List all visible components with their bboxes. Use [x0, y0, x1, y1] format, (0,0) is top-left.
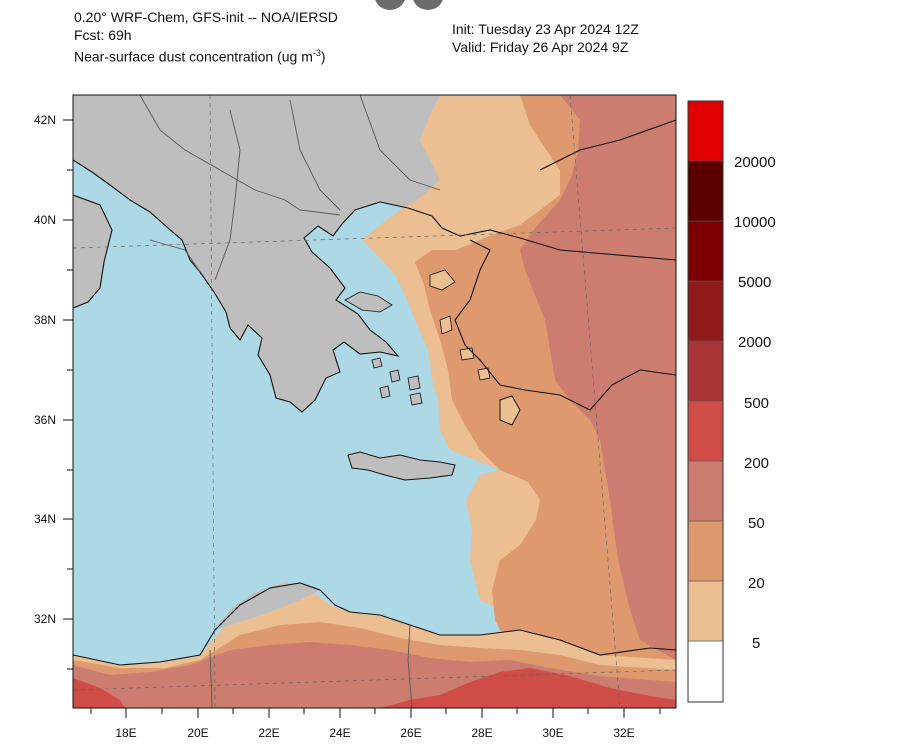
lon-label-26e: 26E [400, 726, 421, 740]
colorbar-label: 2000 [738, 334, 771, 351]
map-header-left: 0.20° WRF-Chem, GFS-init -- NOA/IERSD Fc… [74, 8, 338, 66]
colorbar-label: 50 [748, 515, 765, 532]
init-time: Init: Tuesday 23 Apr 2024 12Z [452, 21, 639, 37]
colorbar: 20000 10000 5000 2000 500 200 50 20 5 [687, 100, 776, 703]
lon-label-22e: 22E [258, 726, 279, 740]
lat-label-32n: 32N [34, 612, 56, 626]
colorbar-swatch [688, 521, 723, 581]
lon-label-30e: 30E [542, 726, 563, 740]
lon-label-28e: 28E [471, 726, 492, 740]
land-libya [215, 583, 320, 630]
colorbar-swatch [688, 101, 723, 161]
colorbar-label: 5000 [738, 274, 771, 291]
lat-label-34n: 34N [34, 512, 56, 526]
country-borders [139, 95, 441, 708]
island-evia [344, 291, 393, 313]
model-title: 0.20° WRF-Chem, GFS-init -- NOA/IERSD [74, 9, 338, 25]
colorbar-frame [687, 100, 724, 703]
decorative-circles [375, 0, 443, 10]
forecast-hour: Fcst: 69h [74, 27, 132, 43]
dust-200-africa [73, 668, 676, 708]
graticule [73, 95, 676, 708]
colorbar-swatch [688, 461, 723, 521]
dust-50-east [520, 95, 676, 660]
island-rhodes [499, 395, 521, 426]
colorbar-swatch [688, 161, 723, 221]
lon-label-32e: 32E [613, 726, 634, 740]
lat-label-40n: 40N [34, 213, 56, 227]
colorbar-label: 10000 [734, 214, 776, 231]
latitude-axis: 42N 40N 38N 36N 34N 32N [34, 113, 73, 670]
island-cyclades [371, 357, 423, 406]
colorbar-swatch [688, 581, 723, 641]
lat-label-36n: 36N [34, 413, 56, 427]
lon-label-20e: 20E [187, 726, 208, 740]
colorbar-swatch [688, 641, 723, 702]
colorbar-label: 200 [744, 455, 769, 472]
map-header-right: Init: Tuesday 23 Apr 2024 12Z Valid: Fri… [452, 20, 639, 56]
colorbar-swatch [688, 401, 723, 461]
land-italy [73, 195, 112, 308]
lon-label-18e: 18E [115, 726, 136, 740]
island-crete [347, 451, 456, 481]
colorbar-label: 5 [752, 635, 760, 652]
island-chios [439, 315, 453, 335]
colorbar-label: 500 [744, 395, 769, 412]
lat-label-38n: 38N [34, 313, 56, 327]
longitude-axis: 18E 20E 22E 24E 26E 28E 30E 32E [90, 708, 661, 740]
map-plot [73, 95, 676, 708]
colorbar-swatch [688, 341, 723, 401]
colorbar-label: 20000 [734, 154, 776, 171]
colorbar-swatch [688, 221, 723, 281]
variable-title: Near-surface dust concentration (ug m-3) [74, 48, 326, 65]
lon-label-24e: 24E [329, 726, 350, 740]
colorbar-label: 20 [748, 575, 765, 592]
island-lesbos [429, 269, 456, 291]
lat-label-42n: 42N [34, 113, 56, 127]
valid-time: Valid: Friday 26 Apr 2024 9Z [452, 39, 629, 55]
colorbar-swatch [688, 281, 723, 341]
